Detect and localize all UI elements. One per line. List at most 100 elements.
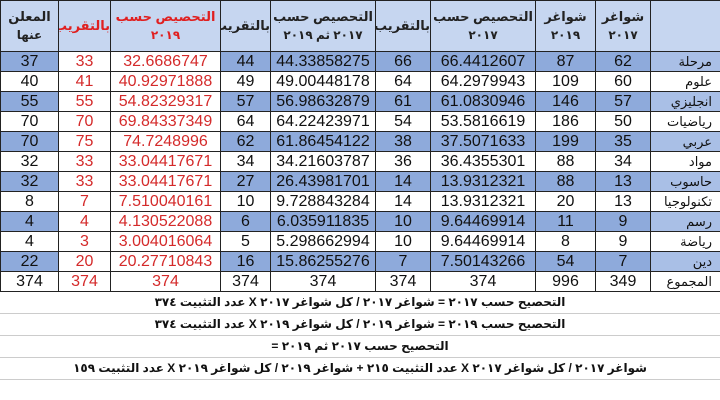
cell-allocation-2019: 40.92971888: [110, 71, 221, 92]
cell-rounded-2017-2019: 64: [220, 111, 271, 132]
formula-line: التحصيح حسب ٢٠١٩ = شواغر ٢٠١٩ / كل شواغر…: [0, 314, 720, 336]
header-label: بالتقريب: [58, 18, 110, 33]
header-sublabel: ٢٠١٧ ثم ٢٠١٩: [283, 28, 363, 42]
cell-allocation-2019: 33.04417671: [110, 171, 221, 192]
cell-rounded-2017: 374: [375, 271, 431, 292]
cell-subject: مواد: [650, 151, 720, 172]
cell-vacancies-2019: 11: [535, 211, 596, 232]
cell-vacancies-2017: 57: [595, 91, 651, 112]
cell-vacancies-2019: 54: [535, 251, 596, 272]
cell-subject: مرحلة: [650, 51, 720, 72]
header-allocation-2019: التحصيص حسب ٢٠١٩: [110, 0, 221, 52]
cell-allocation-2019: 54.82329317: [110, 91, 221, 112]
cell-subject: رسم: [650, 211, 720, 232]
cell-rounded-2017-2019: 44: [220, 51, 271, 72]
cell-vacancies-2017: 7: [595, 251, 651, 272]
cell-rounded-2019: 41: [58, 71, 111, 92]
table-row: حاسوب 13 88 13.9312321 14 26.43981701 27 33.044…: [0, 171, 720, 192]
cell-vacancies-2019: 87: [535, 51, 596, 72]
cell-allocation-2017: 53.5816619: [430, 111, 536, 132]
cell-rounded-2019: 3: [58, 231, 111, 252]
header-rounded-2019: بالتقريب: [58, 0, 111, 52]
header-sublabel: عنها: [16, 28, 43, 42]
cell-rounded-2019: 374: [58, 271, 111, 292]
cell-rounded-2017: 10: [375, 231, 431, 252]
header-label: التحصيص حسب: [433, 9, 533, 24]
header-sublabel: ٢٠١٧: [468, 28, 498, 42]
cell-subject: انجليزي: [650, 91, 720, 112]
cell-vacancies-2017: 9: [595, 231, 651, 252]
cell-vacancies-2017: 62: [595, 51, 651, 72]
cell-announced: 22: [0, 251, 59, 272]
cell-rounded-2019: 4: [58, 211, 111, 232]
cell-rounded-2017-2019: 16: [220, 251, 271, 272]
cell-announced: 37: [0, 51, 59, 72]
cell-allocation-2019: 20.27710843: [110, 251, 221, 272]
cell-rounded-2019: 20: [58, 251, 111, 272]
cell-allocation-2017-2019: 6.035911835: [270, 211, 376, 232]
cell-rounded-2017-2019: 27: [220, 171, 271, 192]
cell-allocation-2017: 66.4412607: [430, 51, 536, 72]
formula-notes: التحصيح حسب ٢٠١٧ = شواغر ٢٠١٧ / كل شواغر…: [0, 292, 720, 380]
cell-rounded-2017-2019: 49: [220, 71, 271, 92]
cell-vacancies-2019: 186: [535, 111, 596, 132]
cell-allocation-2017: 7.50143266: [430, 251, 536, 272]
cell-allocation-2017: 374: [430, 271, 536, 292]
cell-rounded-2017: 61: [375, 91, 431, 112]
cell-vacancies-2019: 20: [535, 191, 596, 212]
cell-announced: 4: [0, 211, 59, 232]
cell-allocation-2017-2019: 26.43981701: [270, 171, 376, 192]
cell-subject: دين: [650, 251, 720, 272]
cell-allocation-2017-2019: 64.22423971: [270, 111, 376, 132]
cell-rounded-2017: 66: [375, 51, 431, 72]
header-subject: [650, 0, 720, 52]
cell-allocation-2017-2019: 56.98632879: [270, 91, 376, 112]
cell-rounded-2017: 64: [375, 71, 431, 92]
cell-allocation-2017-2019: 34.21603787: [270, 151, 376, 172]
cell-subject: حاسوب: [650, 171, 720, 192]
table-row: رياضة 9 8 9.64469914 10 5.298662994 5 3.0040160…: [0, 231, 720, 252]
cell-rounded-2019: 33: [58, 151, 111, 172]
header-label: بالتقريب: [375, 18, 430, 33]
cell-allocation-2017: 13.9312321: [430, 191, 536, 212]
cell-allocation-2019: 4.130522088: [110, 211, 221, 232]
formula-line: شواغر ٢٠١٧ / كل شواغر ٢٠١٧ X عدد التثبيت…: [0, 358, 720, 380]
formula-line: التحصيح حسب ٢٠١٧ ثم ٢٠١٩ =: [0, 336, 720, 358]
cell-vacancies-2017: 50: [595, 111, 651, 132]
total-row: المجموع 349 996 374 374 374 374 374 374 374: [0, 271, 720, 292]
cell-allocation-2017-2019: 9.728843284: [270, 191, 376, 212]
cell-rounded-2017: 38: [375, 131, 431, 152]
cell-allocation-2017: 37.5071633: [430, 131, 536, 152]
cell-allocation-2017-2019: 15.86255276: [270, 251, 376, 272]
cell-allocation-2017-2019: 49.00448178: [270, 71, 376, 92]
cell-subject: تكنولوجيا: [650, 191, 720, 212]
cell-announced: 70: [0, 131, 59, 152]
cell-rounded-2017-2019: 6: [220, 211, 271, 232]
cell-allocation-2017-2019: 374: [270, 271, 376, 292]
cell-allocation-2017: 9.64469914: [430, 211, 536, 232]
cell-vacancies-2017: 349: [595, 271, 651, 292]
cell-rounded-2019: 33: [58, 51, 111, 72]
cell-rounded-2017: 10: [375, 211, 431, 232]
cell-vacancies-2019: 109: [535, 71, 596, 92]
cell-announced: 55: [0, 91, 59, 112]
cell-allocation-2019: 74.7248996: [110, 131, 221, 152]
cell-vacancies-2017: 13: [595, 171, 651, 192]
header-label: شواغر: [601, 9, 645, 24]
header-allocation-2017: التحصيص حسب ٢٠١٧: [430, 0, 536, 52]
cell-allocation-2017-2019: 44.33858275: [270, 51, 376, 72]
table-row: تكنولوجيا 13 20 13.9312321 14 9.728843284 10 7.…: [0, 191, 720, 212]
cell-rounded-2019: 75: [58, 131, 111, 152]
header-label: شواغر: [544, 9, 587, 24]
table-row: علوم 60 109 64.2979943 64 49.00448178 49 40.929…: [0, 71, 720, 92]
cell-rounded-2017: 54: [375, 111, 431, 132]
allocation-table: شواغر ٢٠١٧ شواغر ٢٠١٩ التحصيص حسب ٢٠١٧ بالتقري…: [0, 0, 720, 292]
cell-vacancies-2017: 9: [595, 211, 651, 232]
cell-allocation-2017: 9.64469914: [430, 231, 536, 252]
cell-vacancies-2019: 8: [535, 231, 596, 252]
cell-rounded-2017: 14: [375, 171, 431, 192]
table-row: رسم 9 11 9.64469914 10 6.035911835 6 4.13052208…: [0, 211, 720, 232]
cell-allocation-2017-2019: 5.298662994: [270, 231, 376, 252]
header-label: التحصيص حسب: [273, 9, 373, 24]
header-vacancies-2019: شواغر ٢٠١٩: [535, 0, 596, 52]
